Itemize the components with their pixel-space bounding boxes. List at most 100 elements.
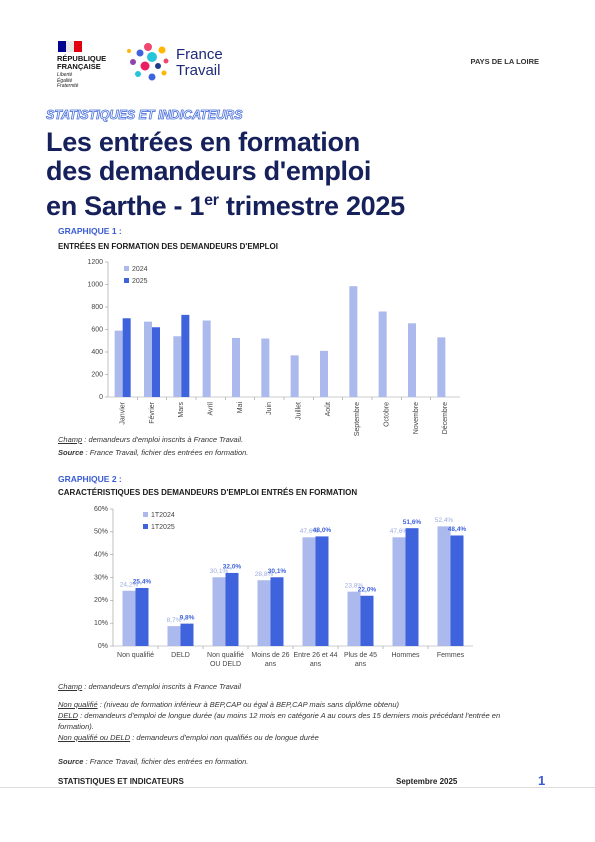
motto: Liberté Égalité Fraternité — [57, 72, 78, 90]
note: Champ : demandeurs d'emploi inscrits à F… — [58, 434, 243, 445]
y-tick-label: 1200 — [87, 259, 103, 266]
data-label: 52,4% — [435, 517, 454, 524]
y-tick-label: 800 — [91, 304, 103, 311]
bar — [392, 537, 406, 646]
bar — [270, 577, 284, 646]
x-tick-label: Mai — [237, 402, 244, 414]
data-label: 9,8% — [180, 614, 195, 621]
bar — [450, 535, 464, 646]
data-label: 51,6% — [403, 519, 422, 526]
note-text: : demandeurs d'emploi inscrits à France … — [82, 435, 244, 444]
bar — [135, 588, 149, 646]
note-term: Champ — [58, 435, 83, 444]
x-tick-label: Entre 26 et 44 ans — [293, 652, 338, 668]
title-line: en Sarthe - 1er trimestre 2025 — [46, 186, 405, 221]
x-tick-label: Moins de 26 ans — [251, 652, 290, 668]
legend-swatch — [124, 266, 129, 271]
data-label: 28,8% — [255, 571, 274, 578]
title-text: en Sarthe - 1 — [46, 191, 205, 221]
bar — [347, 591, 361, 646]
bar — [212, 577, 226, 646]
definition-text: : demandeurs d'emploi non qualifiés ou d… — [130, 733, 319, 742]
data-label: 48,4% — [448, 526, 467, 533]
x-tick-label: Septembre — [354, 402, 361, 436]
bar — [315, 536, 329, 646]
legend-swatch — [124, 278, 129, 283]
definition-text: : (niveau de formation inférieur à BEP,C… — [97, 700, 400, 709]
region: PAYS DE LA LOIRE — [470, 57, 540, 66]
y-tick-label: 10% — [94, 620, 108, 627]
y-tick-label: 0 — [99, 394, 103, 401]
y-tick-label: 60% — [94, 506, 108, 513]
note: Champ : demandeurs d'emploi inscrits à F… — [58, 681, 241, 692]
footer-left: STATISTIQUES ET INDICATEURS — [58, 777, 184, 786]
y-tick-label: 30% — [94, 574, 108, 581]
legend-label: 2025 — [132, 278, 148, 285]
motto-line: Égalité — [57, 77, 73, 84]
definition-term: Non qualifié ou DELD — [58, 733, 131, 742]
bar — [144, 321, 152, 397]
data-label: 48,0% — [313, 527, 332, 534]
footer-date: Septembre 2025 — [396, 777, 458, 786]
x-tick-label: Non qualifié — [117, 652, 154, 659]
page-number: 1 — [538, 773, 546, 788]
chart-title: CARACTÉRISTIQUES DES DEMANDEURS D'EMPLOI… — [58, 488, 358, 497]
legend-swatch — [143, 512, 148, 517]
note-term: Source — [58, 757, 84, 766]
note-text: : France Travail, fichier des entrées en… — [83, 448, 249, 457]
x-tick-label: Femmes — [436, 652, 465, 659]
data-label: 25,4% — [133, 579, 152, 586]
bar — [114, 330, 123, 397]
brand: France Travail — [176, 47, 223, 79]
bar — [173, 336, 182, 397]
france-travail-logo — [127, 43, 169, 81]
bar — [290, 355, 299, 397]
data-label: 22,0% — [358, 586, 377, 593]
data-label: 30,1% — [210, 568, 229, 575]
republic: RÉPUBLIQUE FRANÇAISE — [57, 54, 107, 71]
x-tick-label: Juillet — [296, 402, 303, 420]
legend-label: 1T2024 — [151, 512, 175, 519]
bar — [405, 528, 419, 646]
y-tick-label: 40% — [94, 552, 108, 559]
definitions: Non qualifié : (niveau de formation infé… — [58, 699, 538, 743]
definition: DELD : demandeurs d'emploi de longue dur… — [58, 710, 538, 732]
chart-heading: GRAPHIQUE 2 : — [58, 474, 122, 484]
chart-heading: GRAPHIQUE 1 : — [58, 226, 122, 236]
x-tick-label: Novembre — [413, 402, 420, 434]
x-tick-label: Août — [325, 402, 332, 416]
title-line: Les entrées en formation — [46, 127, 360, 157]
bar — [302, 537, 316, 646]
bar — [152, 327, 160, 397]
title-line: des demandeurs d'emploi — [46, 156, 372, 186]
y-tick-label: 1000 — [87, 281, 103, 288]
legend-swatch — [143, 524, 148, 529]
note-term: Champ — [58, 682, 83, 691]
bar — [202, 320, 211, 397]
bar — [122, 318, 131, 397]
motto-line: Liberté — [57, 72, 73, 78]
note-text: : demandeurs d'emploi inscrits à France … — [82, 682, 242, 691]
x-tick-label: Hommes — [391, 652, 420, 659]
y-tick-label: 400 — [91, 349, 103, 356]
bar — [378, 311, 387, 397]
x-tick-label: Février — [149, 401, 156, 423]
bar — [167, 626, 181, 646]
definition-text: : demandeurs d'emploi de longue durée (a… — [58, 711, 501, 731]
y-tick-label: 0% — [98, 643, 108, 650]
data-label: 30,1% — [268, 568, 287, 575]
data-label: 47,6% — [390, 528, 409, 535]
x-tick-label: Décembre — [442, 402, 449, 434]
bar — [408, 323, 416, 397]
bar — [360, 595, 374, 646]
y-tick-label: 600 — [91, 326, 103, 333]
bar — [180, 623, 194, 646]
y-tick-label: 20% — [94, 597, 108, 604]
data-label: 24,2% — [120, 581, 139, 588]
data-label: 8,7% — [167, 617, 182, 624]
bar — [349, 286, 358, 397]
bar — [437, 526, 451, 646]
chart-title: ENTRÉES EN FORMATION DES DEMANDEURS D'EM… — [58, 242, 278, 251]
